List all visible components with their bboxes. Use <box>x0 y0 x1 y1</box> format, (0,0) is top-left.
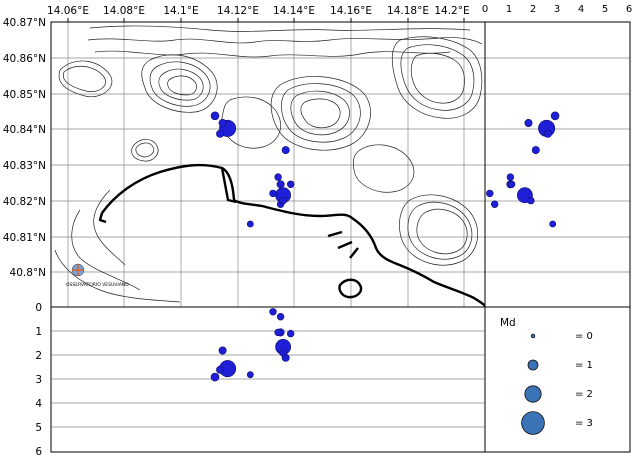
lon-depth-marker <box>216 365 225 374</box>
lon-depth-marker <box>287 329 295 338</box>
epicenter-marker <box>274 173 282 181</box>
lon-depth-marker <box>276 313 285 321</box>
lat-tick-label: 40.86°N <box>3 53 46 65</box>
legend-title: Md <box>500 317 516 329</box>
lon-tick-label: 14.2°E <box>434 5 469 17</box>
lon-depth-marker <box>218 346 227 355</box>
lon-depth-marker <box>274 328 282 337</box>
observatory-logo: OSSERVATORIO VESUVIANO <box>66 263 129 288</box>
depth-tick-label: 1 <box>35 326 42 338</box>
epicenter-marker <box>279 196 287 205</box>
depth-tick-label: 6 <box>35 446 42 458</box>
magnitude-legend: Md = 0 = 1 = 2 = 3 <box>484 306 631 453</box>
lon-tick-label: 14.08°E <box>103 5 145 17</box>
legend-symbol <box>530 333 536 339</box>
lat-tick-label: 40.81°N <box>3 232 46 244</box>
latitude-axis: 40.87°N 40.86°N 40.85°N 40.84°N 40.83°N … <box>3 17 46 279</box>
depth-tick-label: 2 <box>35 350 42 362</box>
side-tick-label: 6 <box>626 4 632 15</box>
depth-tick-label: 3 <box>35 374 42 386</box>
lat-tick-label: 40.82°N <box>3 196 46 208</box>
side-tick-label: 1 <box>506 4 512 15</box>
lon-depth-marker <box>269 308 277 316</box>
longitude-axis: 14.06°E 14.08°E 14.1°E 14.12°E 14.14°E 1… <box>47 5 470 22</box>
lon-depth-marker <box>210 372 220 382</box>
lon-tick-label: 14.14°E <box>273 5 315 17</box>
lat-depth-marker <box>549 220 557 228</box>
epicenter-marker <box>218 119 227 128</box>
epicenter-marker <box>276 180 285 189</box>
bottom-depth-axis: 0 1 2 3 4 5 6 <box>35 302 42 458</box>
logo-text: OSSERVATORIO VESUVIANO <box>66 282 129 288</box>
lon-tick-label: 14.12°E <box>217 5 259 17</box>
epicenter-marker <box>216 129 225 138</box>
lat-depth-panel <box>484 21 631 308</box>
lat-depth-marker <box>491 200 499 208</box>
map-epicenters <box>210 111 295 228</box>
topographic-contours <box>54 25 483 303</box>
lat-depth-marker <box>486 189 494 198</box>
depth-tick-label: 5 <box>35 422 42 434</box>
side-tick-label: 5 <box>602 4 608 15</box>
side-tick-label: 2 <box>530 4 536 15</box>
epicenter-marker <box>269 189 277 198</box>
lat-depth-marker <box>524 119 533 128</box>
legend-frame <box>484 306 631 453</box>
side-depth-axis: 0 1 2 3 4 5 6 <box>482 4 632 15</box>
lon-depth-panel <box>50 306 486 453</box>
lon-tick-label: 14.1°E <box>163 5 198 17</box>
depth-tick-label: 4 <box>35 398 42 410</box>
lat-tick-label: 40.87°N <box>3 17 46 29</box>
lat-depth-marker <box>506 173 515 181</box>
legend-label: = 3 <box>575 418 593 429</box>
epicenter-marker <box>287 180 295 189</box>
epicenter-marker <box>210 111 220 121</box>
lat-depth-marker <box>543 129 552 138</box>
side-tick-label: 3 <box>554 4 560 15</box>
lat-tick-label: 40.85°N <box>3 89 46 101</box>
epicenter-marker <box>281 146 290 155</box>
lat-tick-label: 40.84°N <box>3 124 46 136</box>
side-tick-label: 4 <box>578 4 584 15</box>
lat-depth-marker <box>550 111 560 121</box>
legend-label: = 0 <box>575 331 593 342</box>
lon-tick-label: 14.06°E <box>47 5 89 17</box>
lat-tick-label: 40.83°N <box>3 160 46 172</box>
lon-depth-marker <box>279 349 287 357</box>
lon-depth-marker <box>246 371 254 379</box>
lon-depth-events <box>210 308 295 382</box>
legend-label: = 1 <box>575 360 593 371</box>
epicenter-marker <box>246 220 254 228</box>
legend-label: = 2 <box>575 389 593 400</box>
coastline <box>98 163 487 307</box>
lat-tick-label: 40.8°N <box>10 267 46 279</box>
legend-symbol <box>521 411 545 435</box>
lon-tick-label: 14.18°E <box>387 5 429 17</box>
legend-symbol <box>527 359 539 371</box>
legend-symbol <box>524 385 542 403</box>
depth-tick-label: 0 <box>35 302 42 314</box>
lon-tick-label: 14.16°E <box>330 5 372 17</box>
lat-depth-marker <box>531 146 540 155</box>
lat-depth-events <box>486 111 560 228</box>
side-tick-label: 0 <box>482 4 488 15</box>
lat-depth-marker <box>527 196 535 205</box>
legend-items: = 0 = 1 = 2 = 3 <box>521 331 593 435</box>
lat-depth-marker <box>507 180 516 189</box>
